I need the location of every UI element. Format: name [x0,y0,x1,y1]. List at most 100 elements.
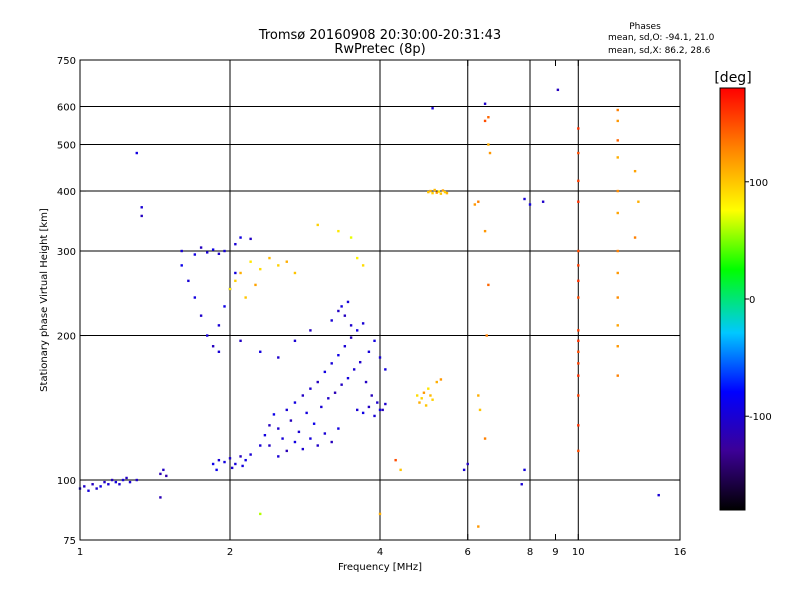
data-point [364,380,368,384]
data-point [577,264,580,267]
data-point [577,350,580,353]
data-point [268,424,271,427]
colorbar [719,87,746,511]
x-tick-label: 1 [77,547,83,558]
data-point [466,462,469,466]
data-point [277,356,280,359]
data-point [193,253,197,256]
data-point [424,404,428,407]
data-point [268,444,271,447]
data-point [239,455,242,458]
data-point [140,206,143,209]
data-point [309,387,312,390]
data-point [616,139,619,142]
data-point [483,437,487,440]
y-tick-label: 600 [57,103,76,114]
data-point [431,107,434,110]
data-point [577,179,580,183]
data-point [420,397,423,400]
data-point [327,397,330,400]
stats-line-x: mean, sd,X: 86.2, 28.6 [608,46,711,56]
data-point [249,453,252,456]
data-point [394,458,397,462]
data-point [330,362,333,365]
data-point [223,305,226,308]
data-point [217,458,221,462]
data-point [523,468,526,472]
data-point [355,256,359,260]
data-point [268,256,271,260]
data-point [293,339,297,343]
data-point [343,345,347,348]
data-point [616,189,619,193]
data-point [556,88,560,92]
data-point [83,485,86,488]
data-point [285,449,288,453]
data-point [223,460,226,464]
x-tick-label: 6 [465,547,471,558]
data-point [259,267,262,271]
data-point [125,476,128,480]
data-point [616,119,619,123]
data-point [337,353,340,357]
data-point [633,169,637,173]
data-point [346,300,350,304]
data-point [439,192,443,195]
data-point [367,405,371,409]
colorbar-label: [deg] [714,70,751,86]
data-point [330,440,333,444]
data-point [95,487,98,490]
data-point [633,236,637,239]
data-point [87,489,90,492]
data-point [370,394,373,397]
data-point [293,440,297,444]
data-point [483,102,487,105]
data-point [316,444,319,447]
data-point [577,127,580,130]
data-point [361,264,365,267]
data-point [217,252,221,256]
data-point [422,391,426,394]
data-point [309,437,312,440]
data-point [228,457,232,460]
data-point [378,408,382,412]
data-point [244,296,247,299]
data-point [616,324,619,327]
data-point [110,478,114,482]
data-point [244,458,247,462]
data-point [159,496,162,499]
data-point [277,427,280,430]
data-point [263,433,267,437]
data-point [523,197,526,201]
data-point [316,223,319,227]
colorbar-tick-label: 0 [749,295,755,306]
data-point [340,305,343,308]
data-point [657,493,660,497]
chart-title: Tromsø 20160908 20:30:00-20:31:43 [258,28,501,43]
data-point [477,200,480,203]
data-point [418,401,421,404]
data-point [577,374,580,377]
data-point [305,411,308,415]
data-point [162,468,165,472]
data-point [478,408,482,412]
data-point [293,401,297,404]
data-point [180,264,183,267]
data-point [99,485,102,488]
data-point [340,383,343,386]
data-point [616,296,619,299]
data-point [441,189,445,192]
chart-subtitle: RwPretec (8p) [334,42,425,57]
data-point [528,203,532,206]
data-point [301,447,305,451]
stats-line-o: mean, sd,O: -94.1, 21.0 [608,33,715,43]
data-point [107,483,110,486]
data-point [309,329,312,332]
data-point [349,324,353,327]
data-point [259,512,262,516]
data-point [234,242,237,246]
data-point [349,336,353,339]
data-point [577,249,580,253]
data-point [577,151,580,155]
data-point [431,398,434,401]
